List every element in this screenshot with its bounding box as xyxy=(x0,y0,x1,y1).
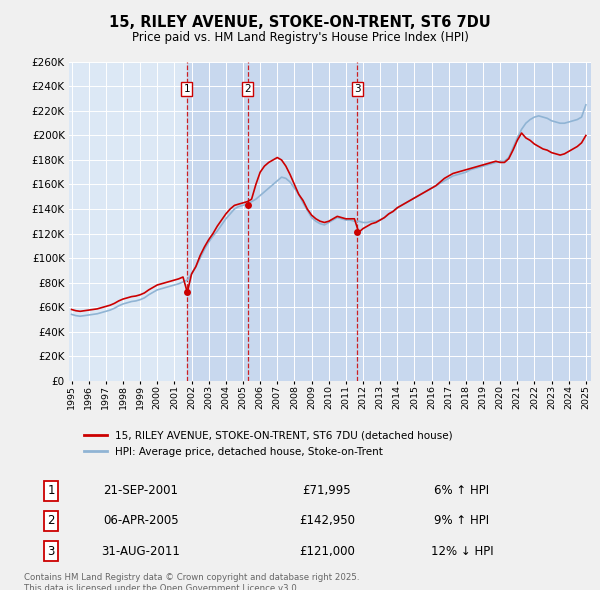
Text: 6% ↑ HPI: 6% ↑ HPI xyxy=(434,484,490,497)
Text: 3: 3 xyxy=(47,545,55,558)
Text: 12% ↓ HPI: 12% ↓ HPI xyxy=(431,545,493,558)
Bar xyxy=(248,62,357,381)
Legend: 15, RILEY AVENUE, STOKE-ON-TRENT, ST6 7DU (detached house), HPI: Average price, : 15, RILEY AVENUE, STOKE-ON-TRENT, ST6 7D… xyxy=(79,425,458,463)
Text: 2: 2 xyxy=(47,514,55,527)
Text: Price paid vs. HM Land Registry's House Price Index (HPI): Price paid vs. HM Land Registry's House … xyxy=(131,31,469,44)
Text: 1: 1 xyxy=(184,84,190,94)
Text: £71,995: £71,995 xyxy=(302,484,352,497)
Text: 15, RILEY AVENUE, STOKE-ON-TRENT, ST6 7DU: 15, RILEY AVENUE, STOKE-ON-TRENT, ST6 7D… xyxy=(109,15,491,30)
Text: £121,000: £121,000 xyxy=(299,545,355,558)
Text: 31-AUG-2011: 31-AUG-2011 xyxy=(101,545,181,558)
Text: £142,950: £142,950 xyxy=(299,514,355,527)
Text: 1: 1 xyxy=(47,484,55,497)
Bar xyxy=(187,62,248,381)
Text: 9% ↑ HPI: 9% ↑ HPI xyxy=(434,514,490,527)
Text: 21-SEP-2001: 21-SEP-2001 xyxy=(104,484,179,497)
Text: 3: 3 xyxy=(354,84,361,94)
Text: 06-APR-2005: 06-APR-2005 xyxy=(103,514,179,527)
Text: Contains HM Land Registry data © Crown copyright and database right 2025.
This d: Contains HM Land Registry data © Crown c… xyxy=(24,573,359,590)
Bar xyxy=(357,62,595,381)
Text: 2: 2 xyxy=(244,84,251,94)
